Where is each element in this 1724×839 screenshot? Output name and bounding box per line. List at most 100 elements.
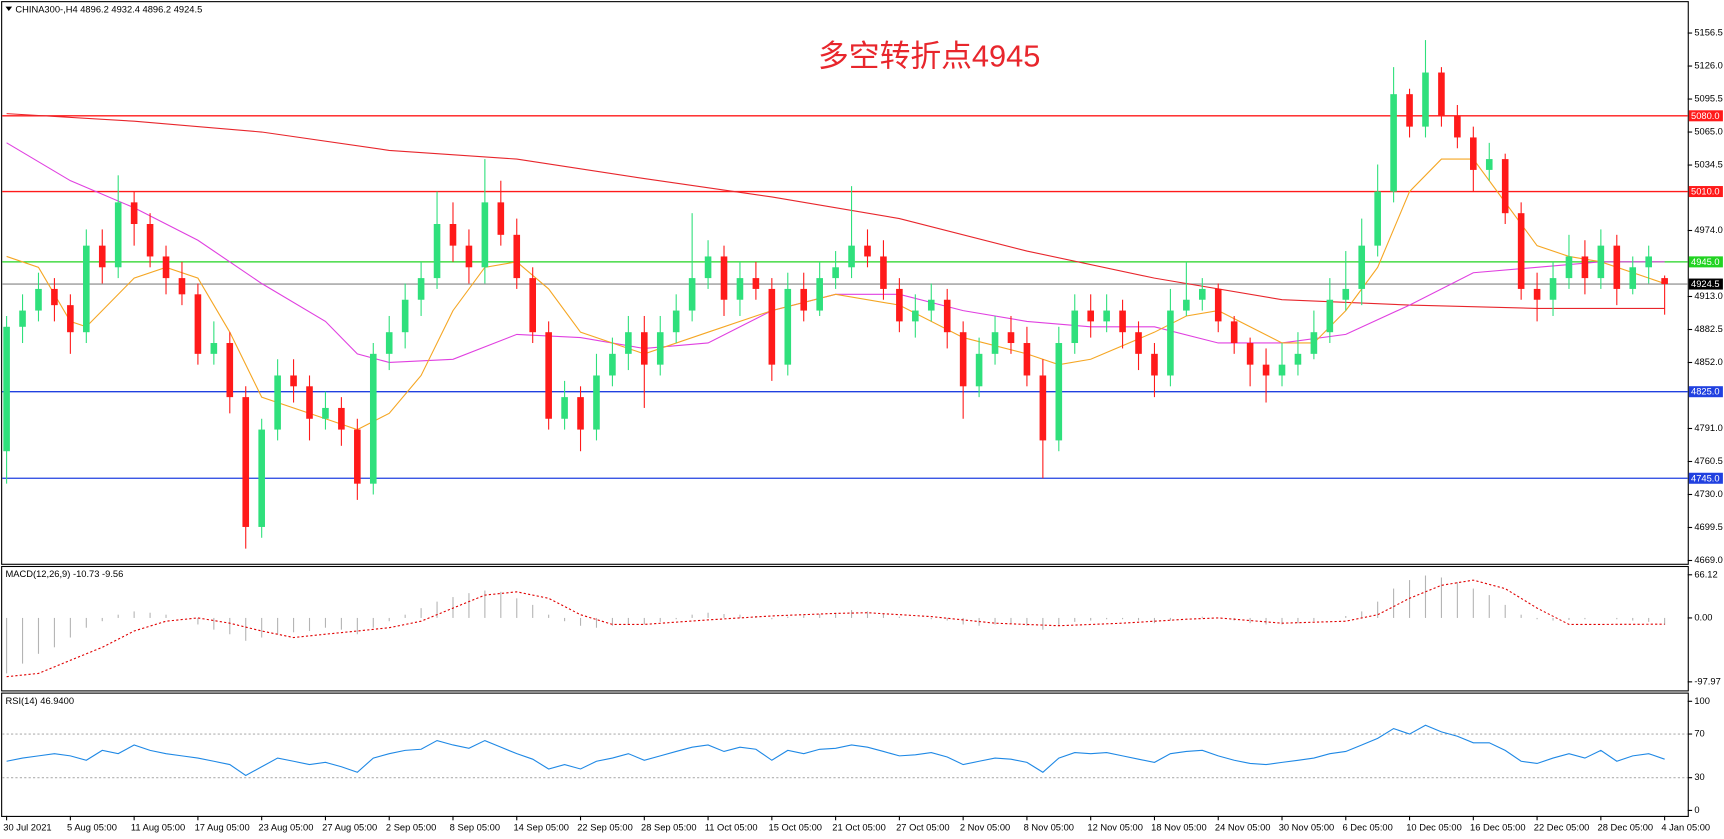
candle-body	[1517, 213, 1525, 289]
x-tick-label: 6 Dec 05:00	[1342, 822, 1392, 832]
candle-body	[1055, 343, 1063, 441]
macd-panel	[1, 565, 1689, 692]
candle-body	[1358, 245, 1366, 289]
x-tick-label: 30 Nov 05:00	[1279, 822, 1335, 832]
y-tick-label: 100	[1694, 696, 1710, 706]
x-tick-label: 24 Nov 05:00	[1215, 822, 1271, 832]
candle-body	[800, 288, 808, 311]
y-tick-label: 30	[1694, 772, 1704, 782]
y-tick-label: 5156.5	[1694, 28, 1723, 38]
candle-body	[1613, 245, 1621, 289]
candle-body	[864, 245, 871, 257]
x-tick-label: 22 Dec 05:00	[1534, 822, 1590, 832]
candle-body	[704, 256, 712, 279]
candle-body	[1470, 137, 1477, 170]
candle-body	[1454, 115, 1461, 138]
candle-body	[417, 278, 425, 300]
candle-body	[1533, 288, 1541, 300]
candle-body	[672, 310, 680, 333]
x-tick-label: 12 Nov 05:00	[1087, 822, 1143, 832]
y-tick-label: 66.12	[1694, 569, 1717, 579]
level-label-box	[1688, 110, 1723, 122]
candle-body	[146, 224, 154, 257]
candle-body	[1278, 364, 1286, 376]
candle-body	[1438, 72, 1445, 116]
candle-body	[816, 278, 823, 311]
candle-body	[959, 332, 967, 387]
candle-body	[369, 353, 377, 484]
y-tick-label: 5095.5	[1694, 94, 1723, 104]
candle-body	[433, 224, 441, 279]
price-panel	[1, 1, 1689, 565]
candle-body	[162, 256, 170, 279]
candle-body	[449, 224, 457, 246]
candle-body	[1103, 310, 1110, 322]
candle-body	[545, 332, 552, 419]
y-tick-label: 4974.0	[1694, 225, 1723, 235]
x-tick-label: 15 Oct 05:00	[769, 822, 822, 832]
candle-body	[114, 202, 122, 268]
candle-body	[1326, 299, 1334, 333]
x-tick-label: 28 Dec 05:00	[1598, 822, 1654, 832]
panel-title: MACD(12,26,9) -10.73 -9.56	[5, 569, 123, 579]
candle-body	[1183, 299, 1190, 311]
level-label: 5010.0	[1691, 187, 1720, 197]
candle-body	[1246, 343, 1254, 365]
candle-body	[1007, 332, 1015, 344]
candle-body	[19, 310, 26, 327]
candle-body	[896, 288, 903, 322]
menu-icon[interactable]	[5, 6, 13, 12]
level-label-box	[1688, 186, 1723, 198]
rsi-panel	[1, 692, 1689, 817]
candle-body	[1661, 278, 1668, 285]
candle-body	[1422, 72, 1429, 127]
candle-body	[593, 375, 600, 430]
candle-body	[497, 202, 505, 235]
candle-body	[912, 310, 919, 322]
candle-body	[1071, 310, 1079, 344]
candle-body	[656, 332, 664, 365]
candle-body	[848, 245, 855, 268]
x-tick-label: 23 Aug 05:00	[258, 822, 313, 832]
x-tick-label: 8 Sep 05:00	[450, 822, 500, 832]
candle-body	[975, 353, 983, 387]
candle-body	[98, 245, 106, 268]
candle-body	[720, 256, 728, 300]
x-tick-label: 16 Dec 05:00	[1470, 822, 1526, 832]
candle-body	[688, 278, 696, 311]
candle-body	[768, 288, 776, 365]
rsi-line	[6, 724, 1665, 777]
candle-body	[1262, 364, 1270, 376]
candle-body	[1485, 159, 1493, 170]
candle-body	[194, 294, 202, 354]
candle-body	[51, 288, 58, 306]
candle-body	[943, 299, 951, 333]
y-tick-label: 4791.0	[1694, 423, 1723, 433]
candle-body	[242, 397, 250, 527]
level-label-box	[1688, 256, 1723, 268]
level-label-box	[1688, 472, 1723, 484]
x-tick-label: 28 Sep 05:00	[641, 822, 697, 832]
candle-body	[67, 305, 74, 333]
y-tick-label: 5065.0	[1694, 127, 1723, 137]
candle-body	[1135, 332, 1142, 354]
candle-body	[1645, 256, 1652, 268]
level-label: 4924.5	[1691, 279, 1720, 289]
level-label: 4825.0	[1691, 387, 1720, 397]
y-tick-label: 4852.0	[1694, 357, 1723, 367]
candle-body	[1549, 278, 1557, 300]
x-tick-label: 17 Aug 05:00	[195, 822, 250, 832]
candle-body	[274, 375, 281, 430]
candle-body	[481, 202, 489, 268]
level-label-box	[1688, 386, 1723, 398]
candle-body	[1230, 321, 1238, 344]
candle-body	[1119, 310, 1126, 333]
x-tick-label: 2 Nov 05:00	[960, 822, 1010, 832]
candle-body	[752, 278, 760, 289]
panel-title: RSI(14) 46.9400	[5, 696, 74, 706]
candle-body	[625, 332, 632, 354]
candle-body	[226, 343, 234, 398]
x-tick-label: 27 Aug 05:00	[322, 822, 377, 832]
x-tick-label: 4 Jan 05:00	[1661, 822, 1710, 832]
candle-body	[927, 299, 935, 311]
